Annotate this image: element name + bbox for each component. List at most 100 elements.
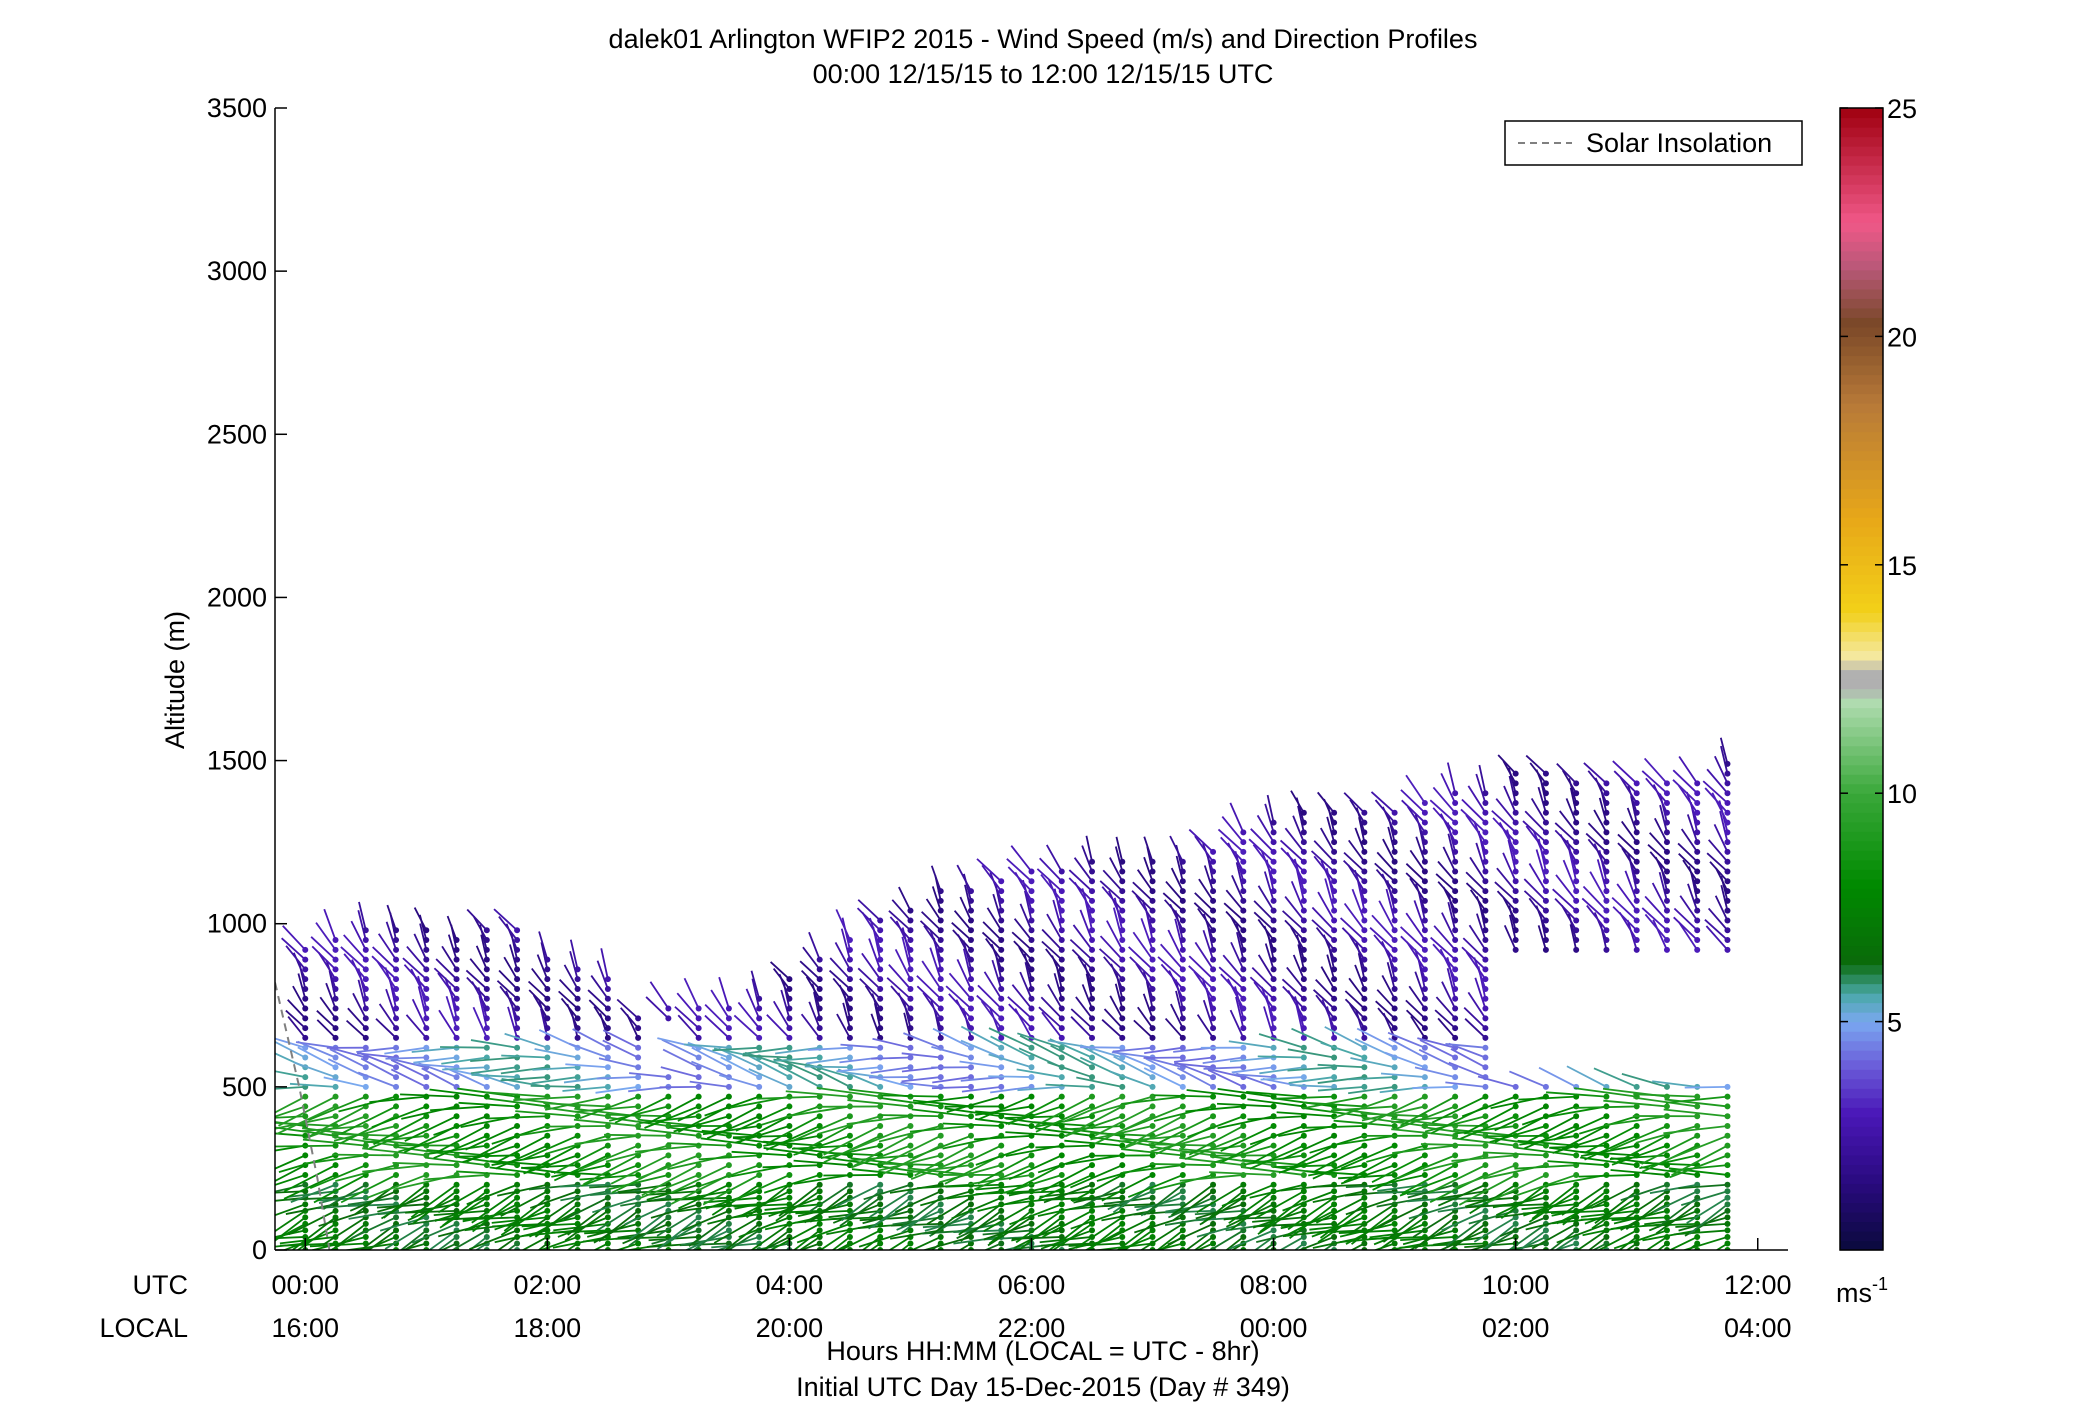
wind-barb — [1036, 868, 1063, 892]
wind-barb — [1315, 979, 1335, 1000]
wind-barb-dot — [1058, 907, 1065, 914]
wind-barb — [1252, 1209, 1305, 1229]
wind-barb — [1136, 869, 1154, 892]
wind-barb-dot — [423, 1025, 430, 1032]
wind-barb-dot — [1240, 1123, 1247, 1130]
wind-barb — [1207, 1069, 1244, 1088]
wind-barb — [1715, 867, 1729, 892]
wind-barb-dot — [1633, 809, 1640, 816]
wind-barb-dot — [362, 1194, 369, 1201]
wind-barb-dot — [302, 1025, 309, 1032]
wind-barb-dot — [393, 1005, 400, 1012]
wind-barb-dot — [1179, 1025, 1186, 1032]
wind-barb-dot — [1300, 995, 1307, 1002]
wind-barb-dot — [695, 1103, 702, 1110]
wind-barb — [1413, 900, 1426, 931]
wind-barb-dot — [1603, 1162, 1610, 1169]
wind-barb — [1612, 760, 1638, 785]
wind-barb — [962, 940, 972, 970]
wind-barb-dot — [514, 1194, 521, 1201]
wind-barb-dot — [332, 1227, 339, 1234]
wind-barb — [357, 979, 367, 1009]
wind-barb — [922, 992, 942, 1019]
wind-barb-dot — [604, 1201, 611, 1208]
wind-barb — [375, 1018, 397, 1039]
wind-barb-dot — [1149, 1034, 1156, 1041]
colorbar-band — [1840, 650, 1883, 661]
wind-barb — [359, 1052, 397, 1069]
wind-barb-dot — [1724, 1233, 1731, 1240]
wind-barb-dot — [544, 995, 551, 1002]
wind-barb — [1315, 1196, 1365, 1224]
wind-barb-dot — [1482, 1034, 1489, 1041]
wind-barb — [491, 1154, 548, 1166]
wind-barb — [1458, 1174, 1517, 1206]
wind-barb-dot — [604, 1083, 611, 1090]
wind-barb-dot — [1482, 809, 1489, 816]
wind-barb — [1621, 847, 1638, 872]
wind-barb-dot — [544, 1171, 551, 1178]
wind-barb — [1145, 1057, 1184, 1078]
wind-barb — [559, 978, 579, 1000]
wind-barb-dot — [1421, 1152, 1428, 1159]
wind-barb — [1432, 807, 1456, 833]
wind-barb — [1644, 895, 1668, 922]
wind-barb — [1209, 1171, 1274, 1176]
wind-barb — [1017, 1216, 1063, 1250]
wind-barb — [1583, 762, 1608, 785]
wind-barb — [348, 1209, 397, 1220]
wind-barb-dot — [1270, 1123, 1277, 1130]
wind-barb-dot — [1331, 1005, 1338, 1012]
wind-barb — [1135, 894, 1154, 921]
wind-barb-dot — [1542, 1201, 1549, 1208]
wind-barb — [1432, 943, 1456, 970]
wind-barb — [1231, 1066, 1274, 1074]
wind-barb-dot — [544, 1025, 551, 1032]
wind-barb — [1680, 828, 1698, 853]
wind-barb — [1405, 912, 1426, 941]
wind-barb — [1220, 973, 1244, 1000]
wind-barb-dot — [665, 1074, 672, 1081]
wind-barb-dot — [1028, 956, 1035, 963]
wind-barb — [1374, 799, 1396, 824]
wind-barb — [616, 998, 639, 1020]
wind-barb — [1320, 1041, 1365, 1059]
colorbar-band — [1840, 717, 1883, 728]
wind-barb — [1684, 1085, 1728, 1089]
wind-barb — [986, 907, 1003, 931]
wind-barb — [888, 1236, 911, 1250]
wind-barb — [1581, 897, 1608, 922]
colorbar-band — [1840, 602, 1883, 613]
wind-barb-dot — [998, 985, 1005, 992]
wind-barb-dot — [1058, 966, 1065, 973]
wind-barb-dot — [1149, 1103, 1156, 1110]
wind-barb — [1284, 896, 1305, 922]
wind-barb-dot — [483, 966, 490, 973]
wind-barb-dot — [1089, 966, 1096, 973]
wind-barb-dot — [756, 1103, 763, 1110]
wind-barb-dot — [1179, 897, 1186, 904]
wind-barb — [1249, 1144, 1305, 1170]
wind-barb — [1446, 822, 1457, 853]
wind-barb-dot — [1663, 1083, 1670, 1090]
wind-barb-dot — [635, 1171, 642, 1178]
wind-barb — [1643, 757, 1668, 785]
wind-barb — [742, 1046, 790, 1055]
wind-barb-dot — [1270, 917, 1277, 924]
wind-barb-dot — [1058, 937, 1065, 944]
wind-barb — [1317, 1063, 1365, 1069]
wind-barb — [1312, 1154, 1365, 1180]
wind-barb-dot — [1512, 897, 1519, 904]
wind-barb — [1053, 972, 1063, 1000]
wind-barb-dot — [1179, 956, 1186, 963]
wind-barb-dot — [1089, 1142, 1096, 1149]
wind-barb-dot — [1119, 1123, 1126, 1130]
wind-barb — [1611, 1144, 1668, 1166]
wind-barb-dot — [362, 956, 369, 963]
wind-barb-dot — [695, 1201, 702, 1208]
wind-barb-dot — [1240, 1201, 1247, 1208]
wind-barb — [1678, 853, 1698, 873]
wind-barb — [1009, 1203, 1063, 1226]
wind-barb — [1695, 1249, 1698, 1250]
wind-barb — [629, 1072, 669, 1078]
